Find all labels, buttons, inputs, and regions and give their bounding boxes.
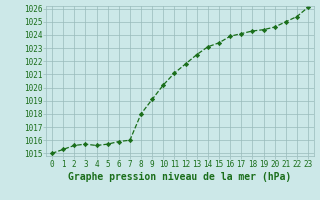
X-axis label: Graphe pression niveau de la mer (hPa): Graphe pression niveau de la mer (hPa): [68, 172, 292, 182]
